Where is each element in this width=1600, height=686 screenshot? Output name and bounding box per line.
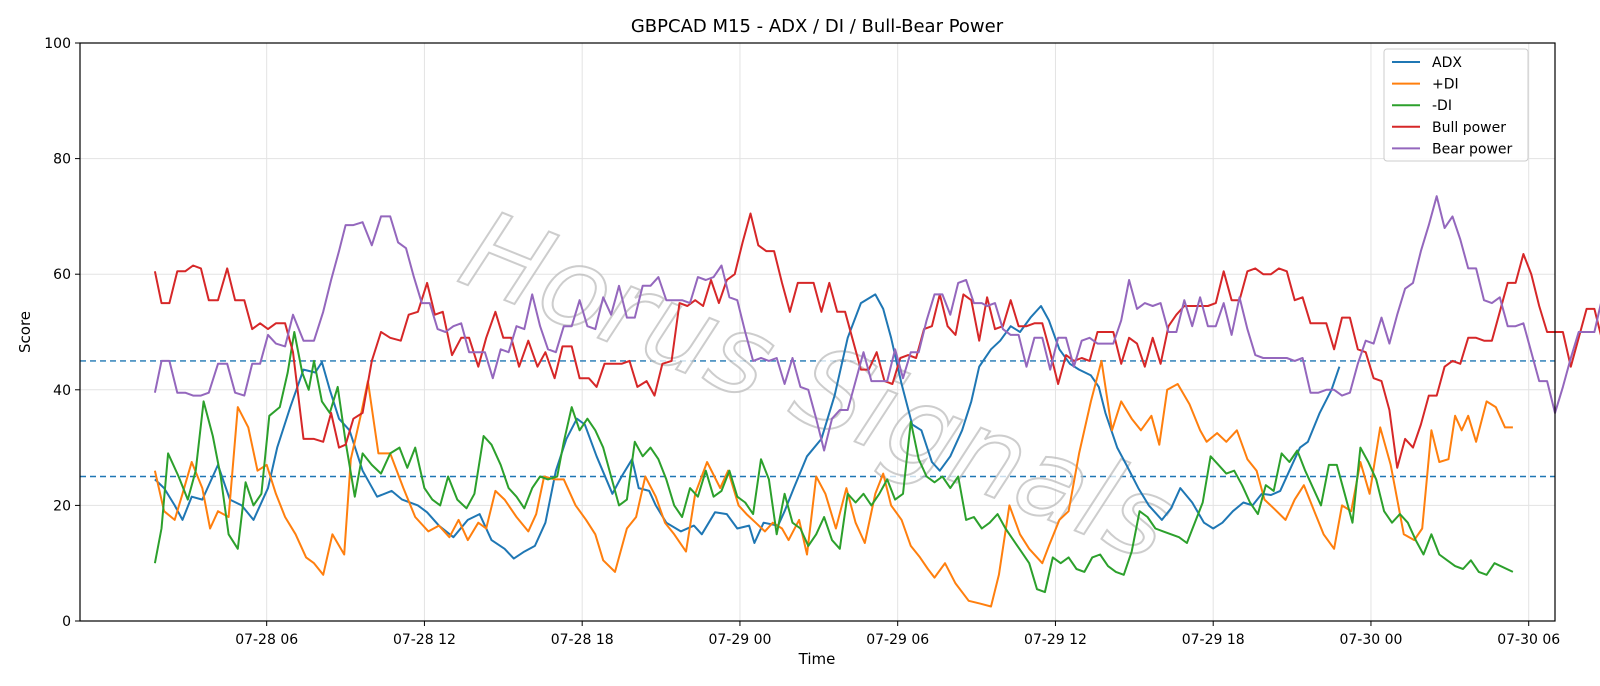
x-axis-title: Time [798,650,836,668]
legend-label: -DI [1432,98,1452,114]
legend-label: Bear power [1432,141,1513,157]
reference-lines [80,360,1555,478]
series-line-bull-power [153,212,1600,469]
x-tick-label: 07-30 06 [1497,632,1560,648]
y-tick-label: 0 [62,614,71,630]
y-tick-label: 40 [53,383,71,399]
x-axis: 07-28 06 07-28 12 07-28 18 07-29 00 07-29 06… [235,621,1560,648]
x-tick-label: 07-28 18 [551,632,614,648]
y-axis: 0 20 40 60 80 100 [44,36,80,630]
series-line-di [153,331,1514,594]
x-tick-label: 07-29 06 [866,632,929,648]
x-tick-label: 07-29 18 [1182,632,1245,648]
x-tick-label: 07-28 12 [393,632,456,648]
y-tick-label: 80 [53,152,71,168]
legend-box [1383,48,1529,162]
series-lines [153,195,1600,608]
y-tick-label: 60 [53,267,71,283]
y-axis-title: Score [16,311,34,353]
series-line-di [153,359,1513,608]
plot-frame [79,42,1556,622]
legend: ADX +DI -DI Bull power Bear power [1383,48,1529,162]
series-line-bear-power [153,195,1600,452]
x-tick-label: 07-29 12 [1024,632,1087,648]
grid-lines [80,42,1555,622]
legend-label: Bull power [1432,120,1506,136]
x-tick-label: 07-30 00 [1339,632,1402,648]
chart-title: GBPCAD M15 - ADX / DI / Bull-Bear Power [631,16,1004,37]
y-tick-label: 20 [53,498,71,514]
x-tick-label: 07-28 06 [235,632,298,648]
legend-label: +DI [1432,77,1459,93]
legend-label: ADX [1432,55,1462,71]
x-tick-label: 07-29 00 [708,632,771,648]
y-tick-label: 100 [44,36,71,52]
